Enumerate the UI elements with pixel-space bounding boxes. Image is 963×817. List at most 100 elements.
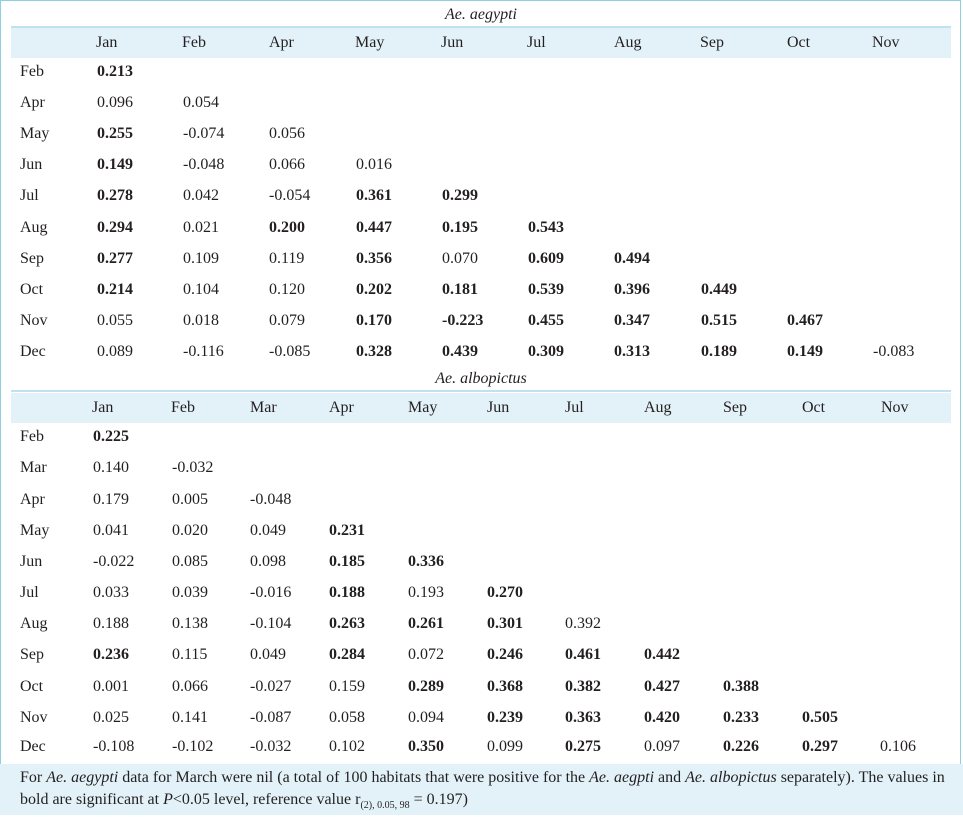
- correlation-cell: -0.032: [172, 459, 214, 476]
- correlation-cell: 0.188: [93, 615, 129, 632]
- correlation-cell: 0.263: [329, 615, 365, 632]
- correlation-cell: 0.449: [701, 281, 737, 298]
- correlation-cell: -0.032: [250, 738, 292, 755]
- correlation-cell: -0.027: [250, 678, 292, 695]
- correlation-cell: 0.025: [93, 709, 129, 726]
- correlation-cell: 0.200: [269, 219, 305, 236]
- correlation-cell: 0.328: [356, 343, 392, 360]
- correlation-cell: 0.115: [172, 646, 208, 663]
- albopictus-col-header: Jul: [565, 399, 584, 416]
- footnote-species: Ae. aegypti: [46, 769, 119, 786]
- row-label: Apr: [20, 94, 45, 111]
- row-label: Aug: [20, 615, 48, 632]
- correlation-cell: 0.185: [329, 553, 365, 570]
- correlation-cell: 0.149: [787, 343, 823, 360]
- correlation-cell: 0.297: [802, 738, 838, 755]
- correlation-cell: 0.140: [93, 459, 129, 476]
- footnote-part: = 0.197): [409, 791, 468, 808]
- correlation-cell: 0.382: [565, 678, 601, 695]
- correlation-cell: 0.042: [183, 187, 219, 204]
- correlation-cell: -0.087: [250, 709, 292, 726]
- correlation-cell: 0.058: [329, 709, 365, 726]
- correlation-cell: -0.022: [93, 553, 135, 570]
- correlation-cell: 0.018: [183, 312, 219, 329]
- correlation-cell: -0.116: [183, 343, 224, 360]
- correlation-cell: 0.021: [183, 219, 219, 236]
- correlation-cell: -0.083: [873, 343, 915, 360]
- aegypti-col-header: Jun: [441, 34, 464, 51]
- footnote-species: Ae. aegpti: [589, 769, 655, 786]
- albopictus-col-header: Sep: [723, 399, 747, 416]
- correlation-cell: 0.543: [528, 219, 564, 236]
- correlation-cell: 0.066: [269, 156, 305, 173]
- aegypti-col-header: Aug: [614, 34, 642, 51]
- row-label: Nov: [20, 312, 48, 329]
- row-label: Feb: [20, 428, 44, 445]
- correlation-cell: 0.054: [183, 94, 219, 111]
- correlation-cell: 0.270: [487, 584, 523, 601]
- albopictus-col-header: Nov: [881, 399, 909, 416]
- correlation-cell: -0.104: [250, 615, 292, 632]
- correlation-cell: 0.275: [565, 738, 601, 755]
- correlation-cell: 0.420: [644, 709, 680, 726]
- row-label: Apr: [20, 491, 45, 508]
- correlation-cell: 0.033: [93, 584, 129, 601]
- albopictus-col-header: Aug: [644, 399, 672, 416]
- correlation-cell: 0.609: [528, 250, 564, 267]
- aegypti-caption: Ae. aegypti: [445, 6, 517, 23]
- correlation-cell: 0.085: [172, 553, 208, 570]
- correlation-cell: 0.041: [93, 522, 129, 539]
- correlation-cell: 0.170: [356, 312, 392, 329]
- correlation-cell: 0.055: [97, 312, 133, 329]
- row-label: Dec: [20, 343, 46, 360]
- correlation-cell: 0.099: [487, 738, 523, 755]
- footnote-part: For: [20, 769, 47, 786]
- row-label: Oct: [20, 281, 44, 298]
- row-label: Mar: [20, 459, 47, 476]
- correlation-cell: 0.347: [614, 312, 650, 329]
- correlation-cell: 0.104: [183, 281, 219, 298]
- row-label: Feb: [20, 63, 44, 80]
- correlation-cell: 0.141: [172, 709, 208, 726]
- correlation-cell: 0.005: [172, 491, 208, 508]
- correlation-cell: 0.284: [329, 646, 365, 663]
- aegypti-col-header: Jan: [96, 34, 118, 51]
- correlation-cell: 0.097: [644, 738, 680, 755]
- aegypti-col-header: Sep: [700, 34, 724, 51]
- correlation-cell: 0.089: [97, 343, 133, 360]
- correlation-cell: 0.094: [408, 709, 444, 726]
- correlation-cell: 0.278: [97, 187, 133, 204]
- row-label: Jul: [20, 187, 39, 204]
- footnote-text: For Ae. aegypti data for March were nil …: [20, 767, 950, 817]
- correlation-cell: 0.439: [442, 343, 478, 360]
- correlation-cell: 0.427: [644, 678, 680, 695]
- correlation-cell: 0.106: [880, 738, 916, 755]
- correlation-cell: 0.072: [408, 646, 444, 663]
- row-label: Jun: [20, 553, 43, 570]
- correlation-cell: 0.193: [408, 584, 444, 601]
- correlation-cell: 0.056: [269, 125, 305, 142]
- albopictus-col-header: Jan: [92, 399, 114, 416]
- correlation-cell: 0.336: [408, 553, 444, 570]
- correlation-cell: 0.461: [565, 646, 601, 663]
- albopictus-col-header: Mar: [250, 399, 277, 416]
- correlation-cell: 0.001: [93, 678, 129, 695]
- row-label: Aug: [20, 219, 48, 236]
- footnote-species: Ae. albopictus: [685, 769, 777, 786]
- correlation-cell: 0.350: [408, 738, 444, 755]
- footnote-part: and: [654, 769, 686, 786]
- correlation-cell: 0.138: [172, 615, 208, 632]
- correlation-cell: 0.016: [356, 156, 392, 173]
- aegypti-col-header: Feb: [182, 34, 206, 51]
- correlation-cell: 0.455: [528, 312, 564, 329]
- correlation-cell: 0.120: [269, 281, 305, 298]
- footnote-part: separately). The values in bold are sign…: [20, 769, 945, 808]
- correlation-cell: 0.356: [356, 250, 392, 267]
- aegypti-col-header: Oct: [787, 34, 811, 51]
- correlation-cell: 0.225: [93, 428, 129, 445]
- correlation-cell: 0.179: [93, 491, 129, 508]
- correlation-cell: 0.388: [723, 678, 759, 695]
- row-label: May: [20, 125, 50, 142]
- correlation-cell: 0.159: [329, 678, 365, 695]
- footnote-part: <0.05 level, reference value r: [172, 791, 361, 808]
